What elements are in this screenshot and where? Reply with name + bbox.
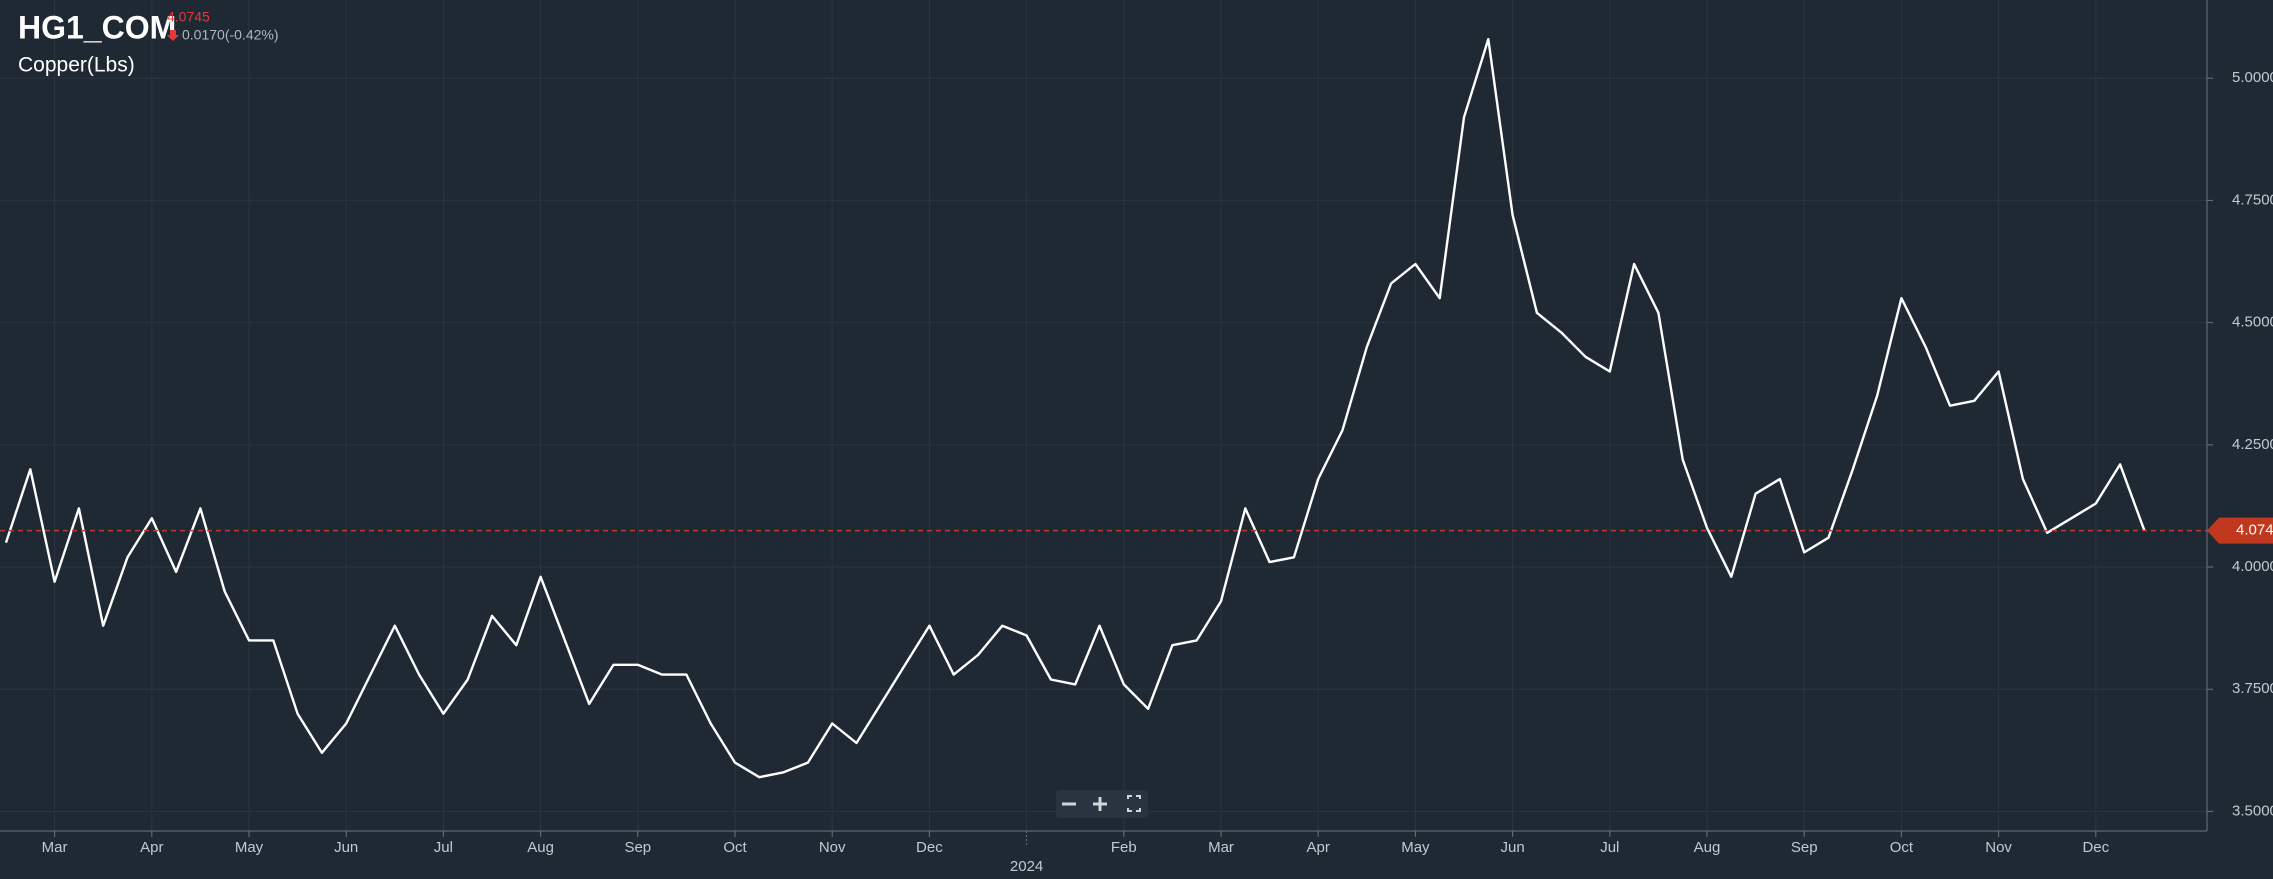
last-price-tag bbox=[2207, 517, 2273, 544]
fit-screen[interactable] bbox=[1127, 795, 1141, 812]
y-tick-label: 3.7500 bbox=[2232, 680, 2273, 697]
price-line bbox=[4, 37, 2146, 779]
x-tick-label: Sep bbox=[624, 839, 651, 856]
x-tick-label: Nov bbox=[819, 839, 846, 856]
plot bbox=[0, 37, 2207, 779]
y-tick-label: 4.5000 bbox=[2232, 314, 2273, 331]
x-tick-label: Apr bbox=[1307, 839, 1330, 856]
change: 0.0170(-0.42%) bbox=[182, 27, 279, 43]
x-tick-label: May bbox=[1401, 839, 1430, 856]
last-price-label: 4.0745 bbox=[2236, 522, 2273, 539]
x-tick-label: Mar bbox=[42, 839, 68, 856]
x-tick-label: Dec bbox=[2082, 839, 2109, 856]
x-tick-label: Aug bbox=[527, 839, 554, 856]
y-tick-label: 4.7500 bbox=[2232, 191, 2273, 208]
down-arrow bbox=[167, 30, 179, 41]
zoom-controls bbox=[1056, 790, 1148, 818]
y-tick-label: 4.2500 bbox=[2232, 436, 2273, 453]
y-tick-label: 5.0000 bbox=[2232, 69, 2273, 86]
x-tick-label: Jul bbox=[1600, 839, 1619, 856]
x-tick-label: Feb bbox=[1111, 839, 1137, 856]
x-tick-label: Jun bbox=[1501, 839, 1525, 856]
price: 4.0745 bbox=[167, 9, 210, 25]
symbol: HG1_COM bbox=[18, 9, 176, 45]
x-tick-label: Apr bbox=[140, 839, 163, 856]
y-tick-label: 3.5000 bbox=[2232, 802, 2273, 819]
x-tick-label: May bbox=[235, 839, 264, 856]
zoom-in[interactable] bbox=[1093, 797, 1107, 811]
year-label: 2024 bbox=[1010, 858, 1043, 875]
x-tick-label: Mar bbox=[1208, 839, 1234, 856]
x-tick-label: Jun bbox=[334, 839, 358, 856]
x-tick-label: Sep bbox=[1791, 839, 1818, 856]
y-tick-label: 4.0000 bbox=[2232, 558, 2273, 575]
x-tick-label: Jul bbox=[434, 839, 453, 856]
x-tick-label: Aug bbox=[1694, 839, 1721, 856]
axis-labels: 3.5000 3.7500 4.0000 4.2500 4.5000 4.7500 5.00… bbox=[42, 69, 2273, 875]
instrument-name: Copper(Lbs) bbox=[18, 54, 135, 77]
grid bbox=[0, 0, 2207, 831]
x-tick-label: Dec bbox=[916, 839, 943, 856]
x-tick-label: Oct bbox=[723, 839, 747, 856]
x-tick-label: Oct bbox=[1890, 839, 1914, 856]
x-tick-label: Nov bbox=[1985, 839, 2012, 856]
